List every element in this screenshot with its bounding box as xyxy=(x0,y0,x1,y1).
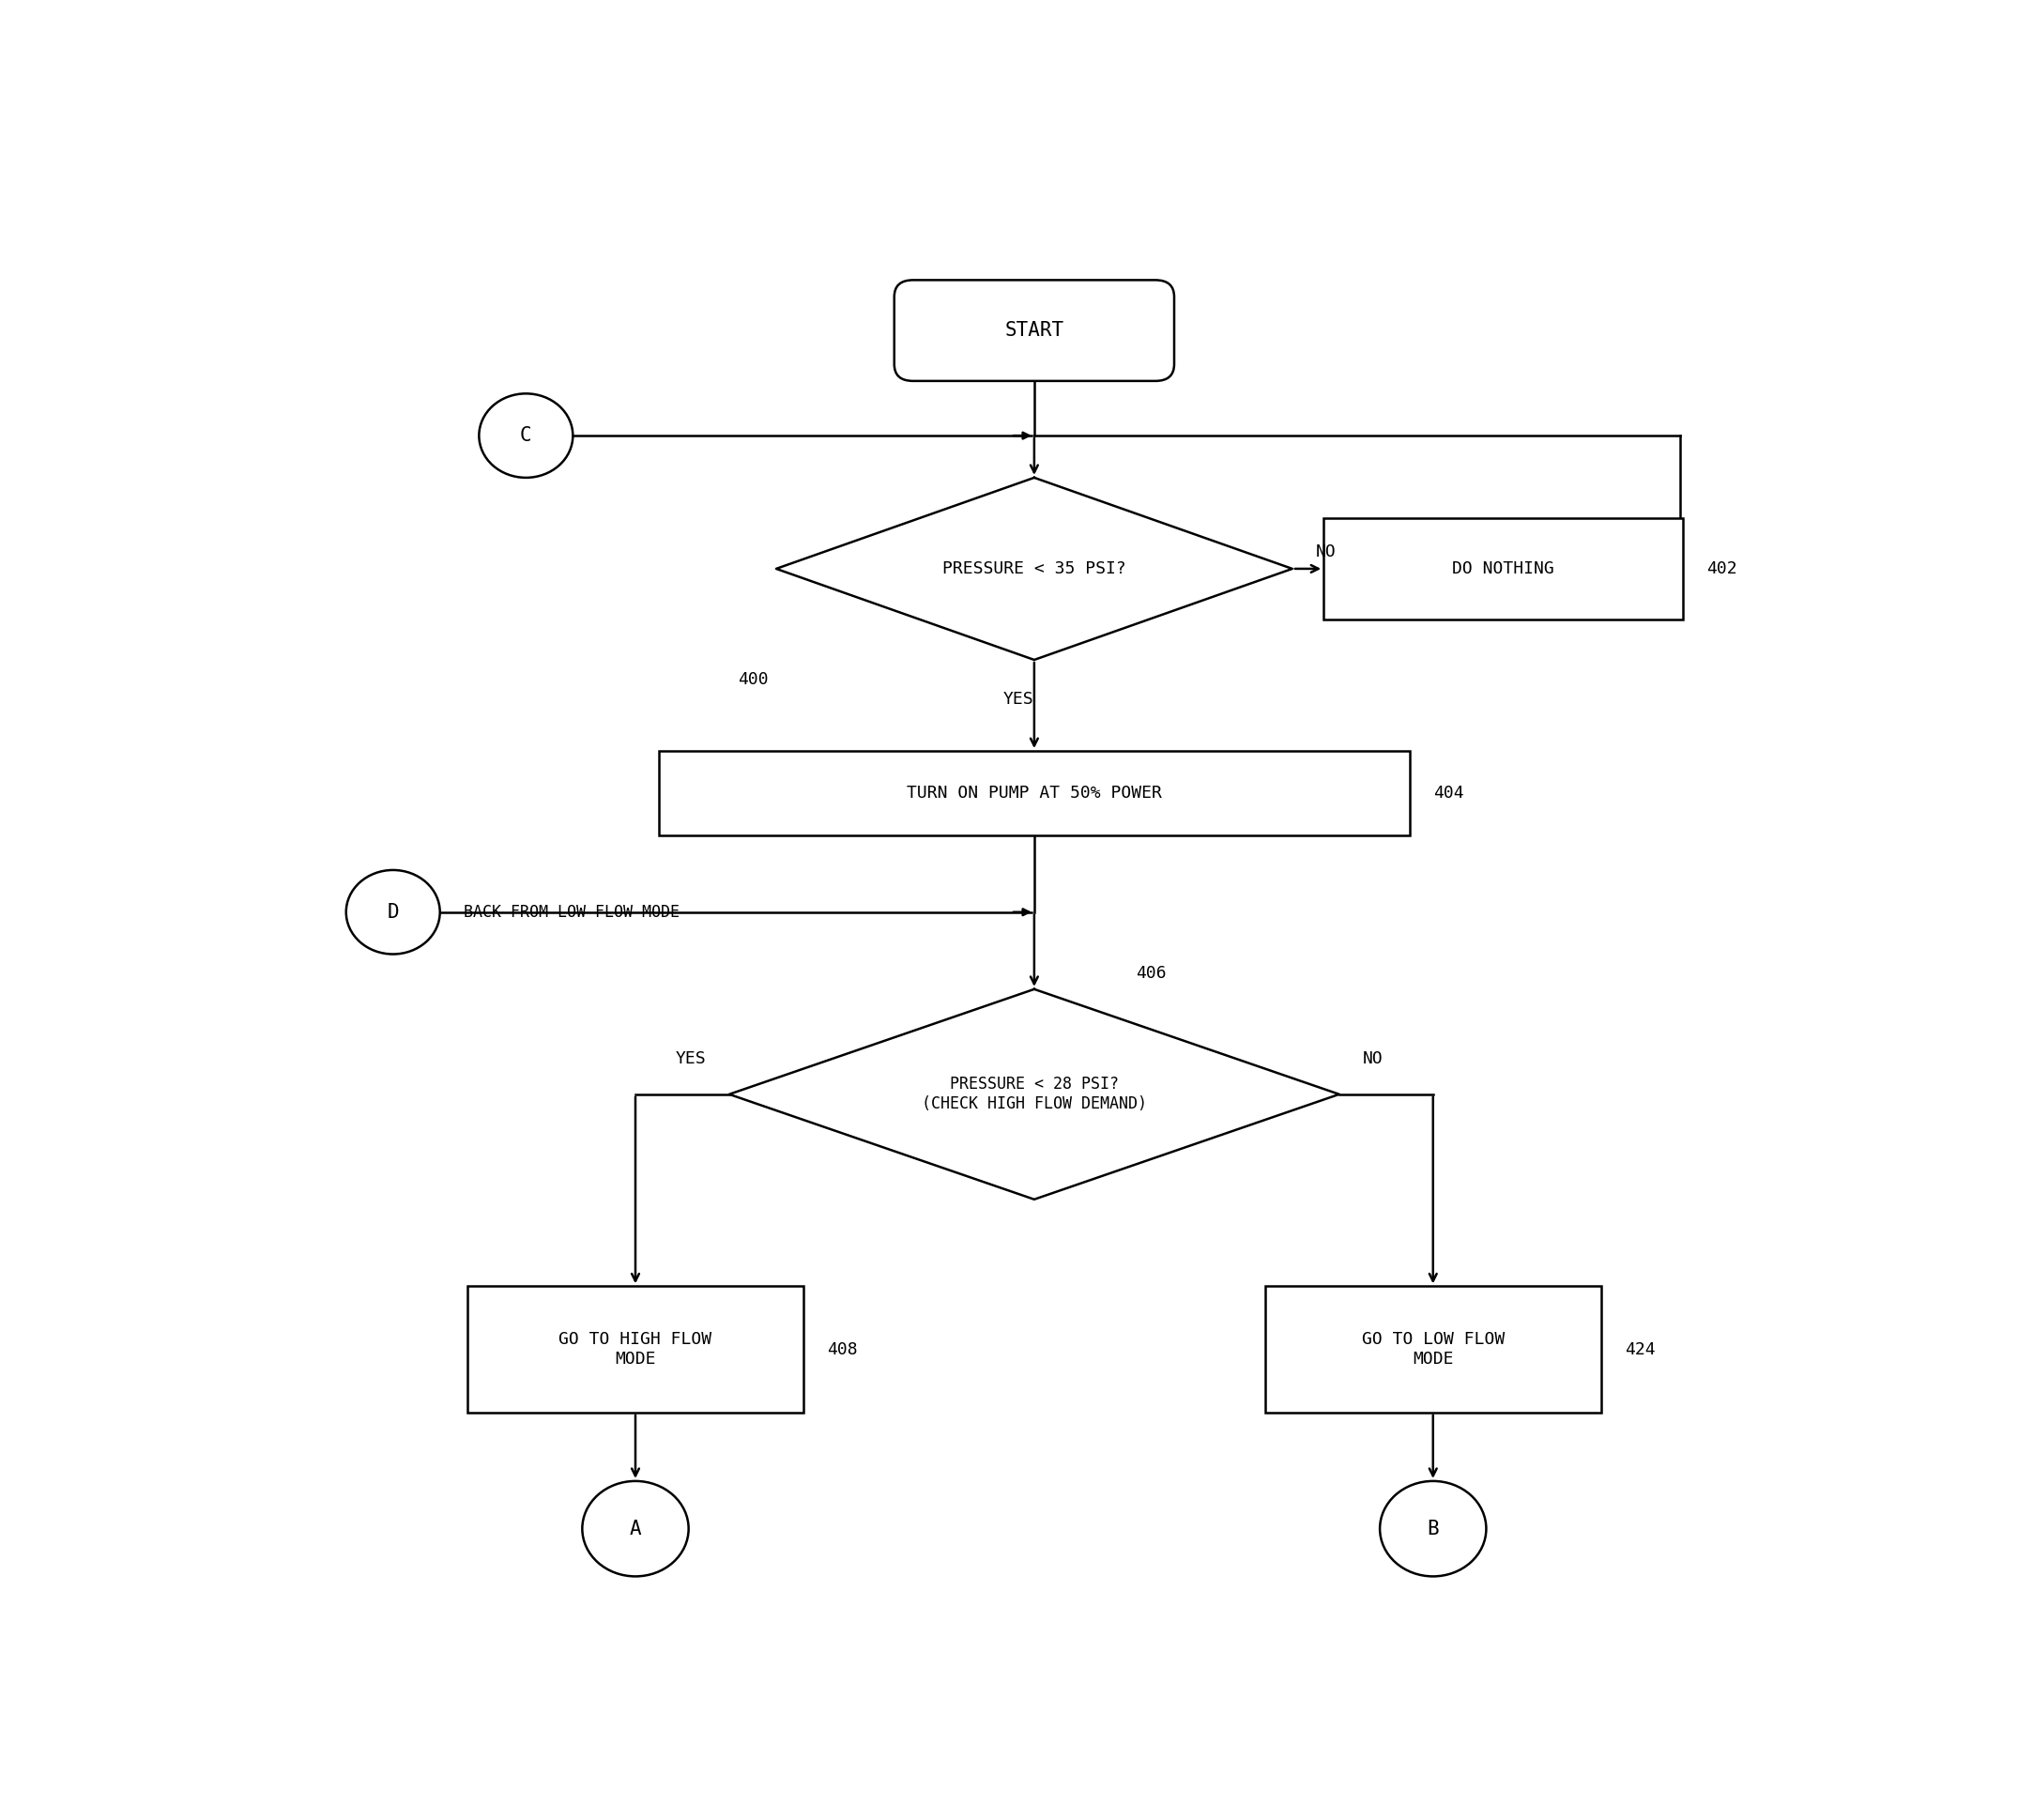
Bar xyxy=(658,752,1411,835)
Text: PRESSURE < 28 PSI?
(CHECK HIGH FLOW DEMAND): PRESSURE < 28 PSI? (CHECK HIGH FLOW DEMA… xyxy=(922,1076,1146,1112)
Text: NO: NO xyxy=(1362,1050,1382,1068)
Text: 404: 404 xyxy=(1433,784,1463,801)
Circle shape xyxy=(1380,1481,1485,1576)
Text: D: D xyxy=(387,903,400,921)
Text: 400: 400 xyxy=(739,672,769,688)
Text: DO NOTHING: DO NOTHING xyxy=(1453,561,1554,577)
Text: 408: 408 xyxy=(827,1341,858,1358)
Text: A: A xyxy=(630,1520,642,1538)
Text: GO TO LOW FLOW
MODE: GO TO LOW FLOW MODE xyxy=(1362,1330,1505,1367)
Text: 424: 424 xyxy=(1624,1341,1655,1358)
Circle shape xyxy=(478,393,573,477)
Text: TURN ON PUMP AT 50% POWER: TURN ON PUMP AT 50% POWER xyxy=(906,784,1162,801)
Circle shape xyxy=(347,870,440,954)
Bar xyxy=(1324,519,1683,619)
Text: B: B xyxy=(1427,1520,1439,1538)
Text: NO: NO xyxy=(1316,544,1336,561)
Text: C: C xyxy=(521,426,533,446)
Text: 402: 402 xyxy=(1707,561,1737,577)
Text: PRESSURE < 35 PSI?: PRESSURE < 35 PSI? xyxy=(942,561,1126,577)
Bar xyxy=(468,1287,803,1412)
Text: GO TO HIGH FLOW
MODE: GO TO HIGH FLOW MODE xyxy=(559,1330,712,1367)
Text: START: START xyxy=(1005,320,1063,340)
FancyBboxPatch shape xyxy=(894,280,1174,380)
Circle shape xyxy=(583,1481,688,1576)
Text: BACK FROM LOW FLOW MODE: BACK FROM LOW FLOW MODE xyxy=(464,905,680,921)
Text: YES: YES xyxy=(1003,690,1033,708)
Bar xyxy=(1265,1287,1600,1412)
Text: YES: YES xyxy=(676,1050,706,1068)
Text: 406: 406 xyxy=(1136,965,1166,983)
